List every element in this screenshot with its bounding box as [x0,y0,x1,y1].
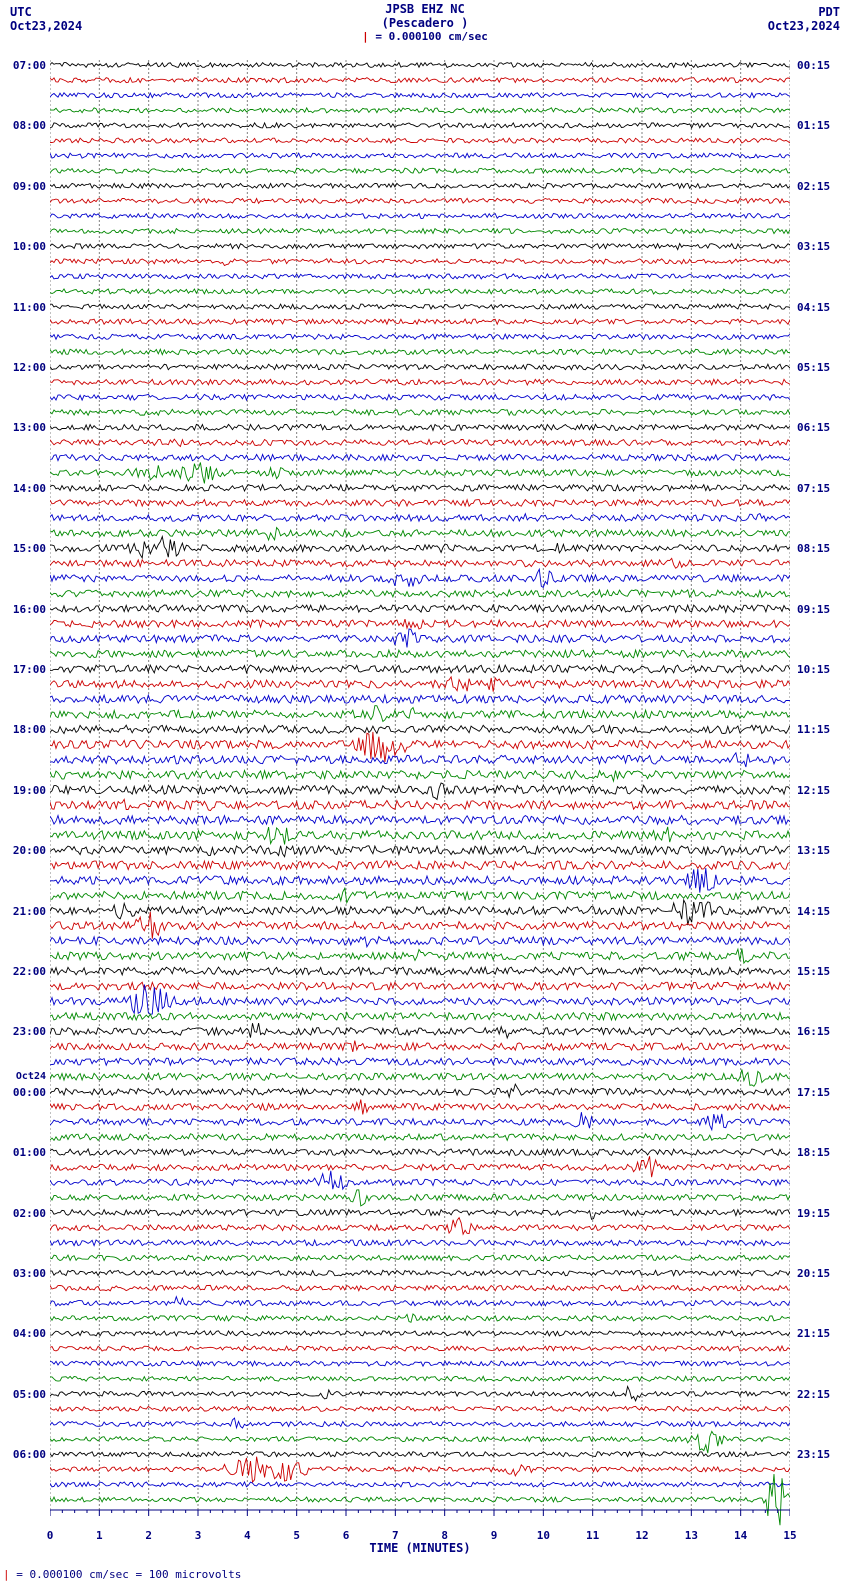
utc-time-label: 18:00 [13,723,46,736]
utc-time-label: 17:00 [13,663,46,676]
utc-time-label: 22:00 [13,965,46,978]
x-axis-label: TIME (MINUTES) [50,1541,790,1555]
utc-time-label: 11:00 [13,301,46,314]
x-tick-label: 9 [491,1529,498,1542]
x-tick-label: 15 [783,1529,796,1542]
header-center: JPSB EHZ NC (Pescadero ) | = 0.000100 cm… [362,2,488,43]
x-tick-label: 6 [343,1529,350,1542]
pdt-time-label: 20:15 [797,1267,830,1280]
utc-time-label: 04:00 [13,1327,46,1340]
utc-time-label: 00:00 [13,1086,46,1099]
x-tick-label: 11 [586,1529,599,1542]
right-time-labels: 00:15 01:15 02:15 03:15 04:15 05:15 06:15 07:15… [795,60,850,1530]
scale-value: = 0.000100 cm/sec [369,30,488,43]
footer-scale: | = 0.000100 cm/sec = 100 microvolts [3,1568,241,1581]
pdt-time-label: 11:15 [797,723,830,736]
x-tick-label: 10 [537,1529,550,1542]
pdt-time-label: 22:15 [797,1388,830,1401]
x-tick-label: 2 [145,1529,152,1542]
station-location: (Pescadero ) [362,16,488,30]
pdt-time-label: 07:15 [797,482,830,495]
pdt-time-label: 03:15 [797,240,830,253]
pdt-time-label: 12:15 [797,784,830,797]
pdt-time-label: 14:15 [797,905,830,918]
x-tick-label: 13 [685,1529,698,1542]
utc-time-label: 21:00 [13,905,46,918]
utc-time-label: 13:00 [13,421,46,434]
x-tick-label: 5 [293,1529,300,1542]
header: UTC Oct23,2024 JPSB EHZ NC (Pescadero ) … [0,0,850,50]
footer-mark: | [3,1568,10,1581]
pdt-time-label: 13:15 [797,844,830,857]
x-tick-label: 1 [96,1529,103,1542]
seismogram-traces [50,60,790,1530]
pdt-time-label: 01:15 [797,119,830,132]
date-right: Oct23,2024 [768,19,840,33]
pdt-time-label: 05:15 [797,361,830,374]
x-axis: TIME (MINUTES) 0123456789101112131415 [50,1529,790,1554]
x-tick-label: 7 [392,1529,399,1542]
utc-time-label: 10:00 [13,240,46,253]
pdt-time-label: 17:15 [797,1086,830,1099]
utc-time-label: 12:00 [13,361,46,374]
tz-right: PDT [768,5,840,19]
date-marker: Oct24 [16,1071,46,1082]
pdt-time-label: 23:15 [797,1448,830,1461]
utc-time-label: 23:00 [13,1025,46,1038]
utc-time-label: 15:00 [13,542,46,555]
utc-time-label: 02:00 [13,1207,46,1220]
left-time-labels: 07:00 08:00 09:00 10:00 11:00 12:00 13:00 14:00… [0,60,48,1530]
utc-time-label: 07:00 [13,59,46,72]
header-left: UTC Oct23,2024 [10,5,82,33]
x-tick-label: 12 [635,1529,648,1542]
pdt-time-label: 09:15 [797,603,830,616]
pdt-time-label: 18:15 [797,1146,830,1159]
date-left: Oct23,2024 [10,19,82,33]
x-tick-label: 8 [441,1529,448,1542]
x-tick-label: 3 [195,1529,202,1542]
utc-time-label: 05:00 [13,1388,46,1401]
pdt-time-label: 02:15 [797,180,830,193]
utc-time-label: 01:00 [13,1146,46,1159]
x-tick-label: 14 [734,1529,747,1542]
pdt-time-label: 21:15 [797,1327,830,1340]
x-tick-label: 4 [244,1529,251,1542]
utc-time-label: 14:00 [13,482,46,495]
pdt-time-label: 10:15 [797,663,830,676]
scale-indicator: | = 0.000100 cm/sec [362,30,488,43]
scale-mark: | [362,30,369,43]
plot-area [50,60,790,1530]
pdt-time-label: 16:15 [797,1025,830,1038]
utc-time-label: 16:00 [13,603,46,616]
pdt-time-label: 19:15 [797,1207,830,1220]
utc-time-label: 09:00 [13,180,46,193]
pdt-time-label: 04:15 [797,301,830,314]
x-tick-label: 0 [47,1529,54,1542]
pdt-time-label: 08:15 [797,542,830,555]
pdt-time-label: 15:15 [797,965,830,978]
seismogram-container: UTC Oct23,2024 JPSB EHZ NC (Pescadero ) … [0,0,850,1584]
pdt-time-label: 06:15 [797,421,830,434]
utc-time-label: 03:00 [13,1267,46,1280]
utc-time-label: 19:00 [13,784,46,797]
utc-time-label: 06:00 [13,1448,46,1461]
tz-left: UTC [10,5,82,19]
header-right: PDT Oct23,2024 [768,5,840,33]
footer-text: = 0.000100 cm/sec = 100 microvolts [10,1568,242,1581]
utc-time-label: 08:00 [13,119,46,132]
utc-time-label: 20:00 [13,844,46,857]
station-code: JPSB EHZ NC [362,2,488,16]
pdt-time-label: 00:15 [797,59,830,72]
